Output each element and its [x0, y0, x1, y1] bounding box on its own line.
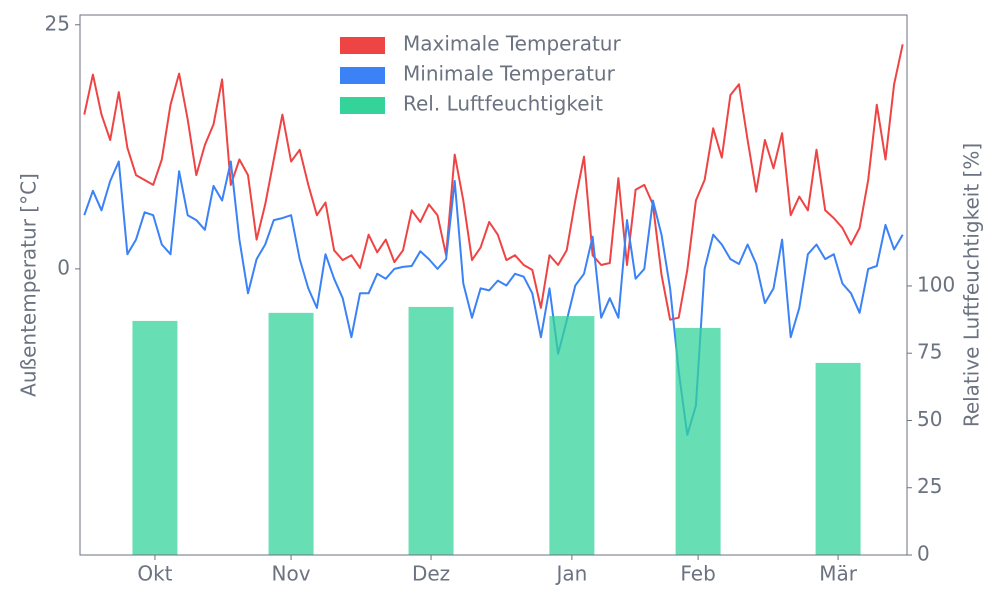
x-tick-label: Okt: [137, 562, 172, 586]
legend-label: Rel. Luftfeuchtigkeit: [403, 92, 603, 116]
legend-label: Minimale Temperatur: [403, 62, 616, 86]
bar: [675, 327, 721, 555]
bar: [268, 312, 314, 555]
y-axis-label: Außentemperatur [°C]: [17, 173, 41, 397]
legend-swatch: [340, 67, 385, 84]
y2-tick-label: 100: [917, 272, 955, 296]
y2-tick-label: 0: [917, 542, 930, 566]
legend-label: Maximale Temperatur: [403, 32, 621, 56]
line-series: [83, 44, 904, 321]
y-tick-label: 25: [45, 11, 70, 35]
y2-axis-label: Relative Luftfeuchtigkeit [%]: [960, 143, 984, 427]
legend-swatch: [340, 97, 385, 114]
y2-tick-label: 25: [917, 474, 942, 498]
bar: [549, 316, 595, 555]
bar: [815, 362, 861, 555]
x-tick-label: Dez: [412, 562, 450, 586]
plot-frame: [79, 14, 908, 556]
y-tick-label: 0: [57, 255, 70, 279]
x-tick-label: Feb: [680, 562, 715, 586]
x-tick-label: Nov: [272, 562, 311, 586]
legend-swatch: [340, 37, 385, 54]
y2-tick-label: 75: [917, 340, 942, 364]
line-series: [83, 160, 904, 436]
x-tick-label: Mär: [819, 562, 858, 586]
y2-tick-label: 50: [917, 407, 942, 431]
x-tick-label: Jan: [554, 562, 587, 586]
bar: [132, 320, 178, 555]
bar: [408, 306, 454, 555]
